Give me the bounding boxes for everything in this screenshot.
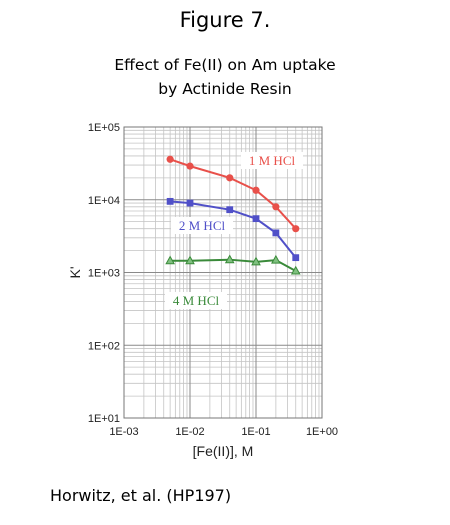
data-point [166, 155, 174, 163]
data-point [271, 254, 281, 264]
data-point [272, 229, 280, 237]
data-point [252, 215, 260, 223]
y-tick-label: 1E+05 [88, 122, 120, 134]
data-point [226, 174, 234, 182]
data-point [292, 225, 300, 233]
x-axis-label: [Fe(II)], M [193, 443, 254, 459]
y-tick-label: 1E+03 [88, 268, 120, 280]
axis-labels: [Fe(II)], M K' [67, 266, 253, 459]
chart: 1 M HCl 2 M HCl 4 M HCl 1E-03 1E-02 1E-01 1E+… [67, 122, 338, 459]
data-point [186, 199, 194, 207]
data-point [251, 256, 261, 266]
figure-label: Figure 7. [179, 8, 271, 32]
chart-subtitle-line1: Effect of Fe(II) on Am uptake [114, 56, 336, 74]
chart-subtitle-line2: by Actinide Resin [158, 80, 292, 98]
data-point [226, 206, 234, 214]
series-label: 4 M HCl [173, 293, 220, 308]
data-point [290, 265, 301, 275]
series-label: 1 M HCl [249, 153, 296, 168]
plot-frame [123, 126, 323, 419]
data-point [224, 254, 235, 264]
series-label-bg [165, 292, 227, 309]
source-credit: Horwitz, et al. (HP197) [50, 486, 232, 505]
x-tick-label: 1E+00 [306, 426, 338, 438]
x-tick-label: 1E-03 [109, 426, 138, 438]
series-layer: 1 M HCl 2 M HCl 4 M HCl [165, 152, 303, 309]
data-point [292, 254, 300, 262]
x-tick-label: 1E-02 [175, 426, 204, 438]
x-tick-label: 1E-01 [241, 426, 270, 438]
y-tick-label: 1E+02 [88, 340, 120, 352]
data-point [186, 162, 194, 170]
y-axis-label: K' [67, 266, 83, 278]
data-point [252, 186, 260, 194]
series-label-bg [171, 217, 233, 234]
data-point [185, 255, 195, 265]
series-label-bg [241, 152, 303, 169]
series-label: 2 M HCl [179, 218, 226, 233]
data-point [272, 203, 280, 211]
data-point [166, 197, 174, 205]
tick-labels: 1E-03 1E-02 1E-01 1E+00 1E+01 1E+02 1E+03 1E+04… [88, 122, 338, 438]
y-tick-label: 1E+01 [88, 413, 120, 425]
y-tick-label: 1E+04 [88, 195, 120, 207]
data-point [165, 255, 175, 265]
